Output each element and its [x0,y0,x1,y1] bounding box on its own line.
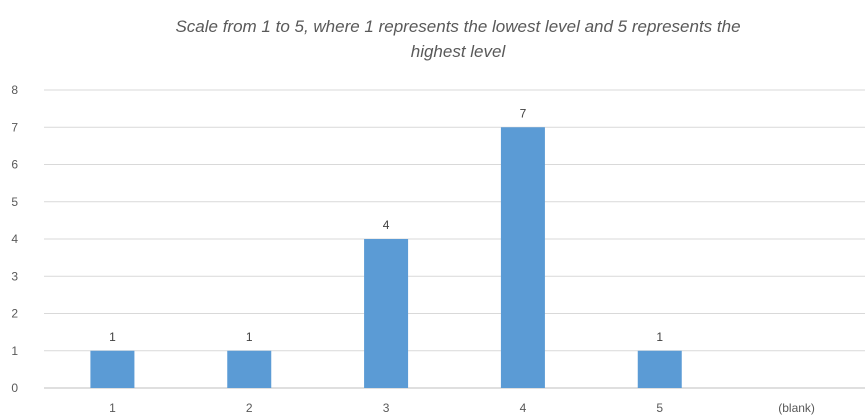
gridlines [44,89,865,389]
bar-1 [90,350,135,388]
bar-5 [637,350,682,388]
y-tick-label: 5 [11,195,18,209]
x-tick-label: 1 [109,401,116,415]
x-axis-ticks: 1 2 3 4 5 (blank) [109,401,815,415]
data-label-2: 1 [246,330,253,344]
x-tick-label: 3 [383,401,390,415]
y-tick-label: 7 [11,120,18,134]
bars [90,127,682,388]
y-tick-label: 6 [11,158,18,172]
y-tick-label: 3 [11,269,18,283]
bar-4 [500,127,545,388]
y-tick-label: 4 [11,232,18,246]
x-tick-label: 5 [656,401,663,415]
y-axis-ticks: 0 1 2 3 4 5 6 7 8 [11,83,18,395]
y-tick-label: 8 [11,83,18,97]
x-tick-label: (blank) [778,401,815,415]
x-tick-label: 2 [246,401,253,415]
y-tick-label: 1 [11,344,18,358]
data-label-3: 4 [383,218,390,232]
chart-title-line-2: highest level [411,42,507,61]
bar-2 [227,350,272,388]
chart-title-line-1: Scale from 1 to 5, where 1 represents th… [175,17,740,36]
data-labels: 1 1 4 7 1 [109,106,663,344]
data-label-1: 1 [109,330,116,344]
data-label-5: 1 [656,330,663,344]
y-tick-label: 2 [11,307,18,321]
x-tick-label: 4 [520,401,527,415]
bar-3 [364,239,409,388]
data-label-4: 7 [520,106,527,120]
y-tick-label: 0 [11,381,18,395]
